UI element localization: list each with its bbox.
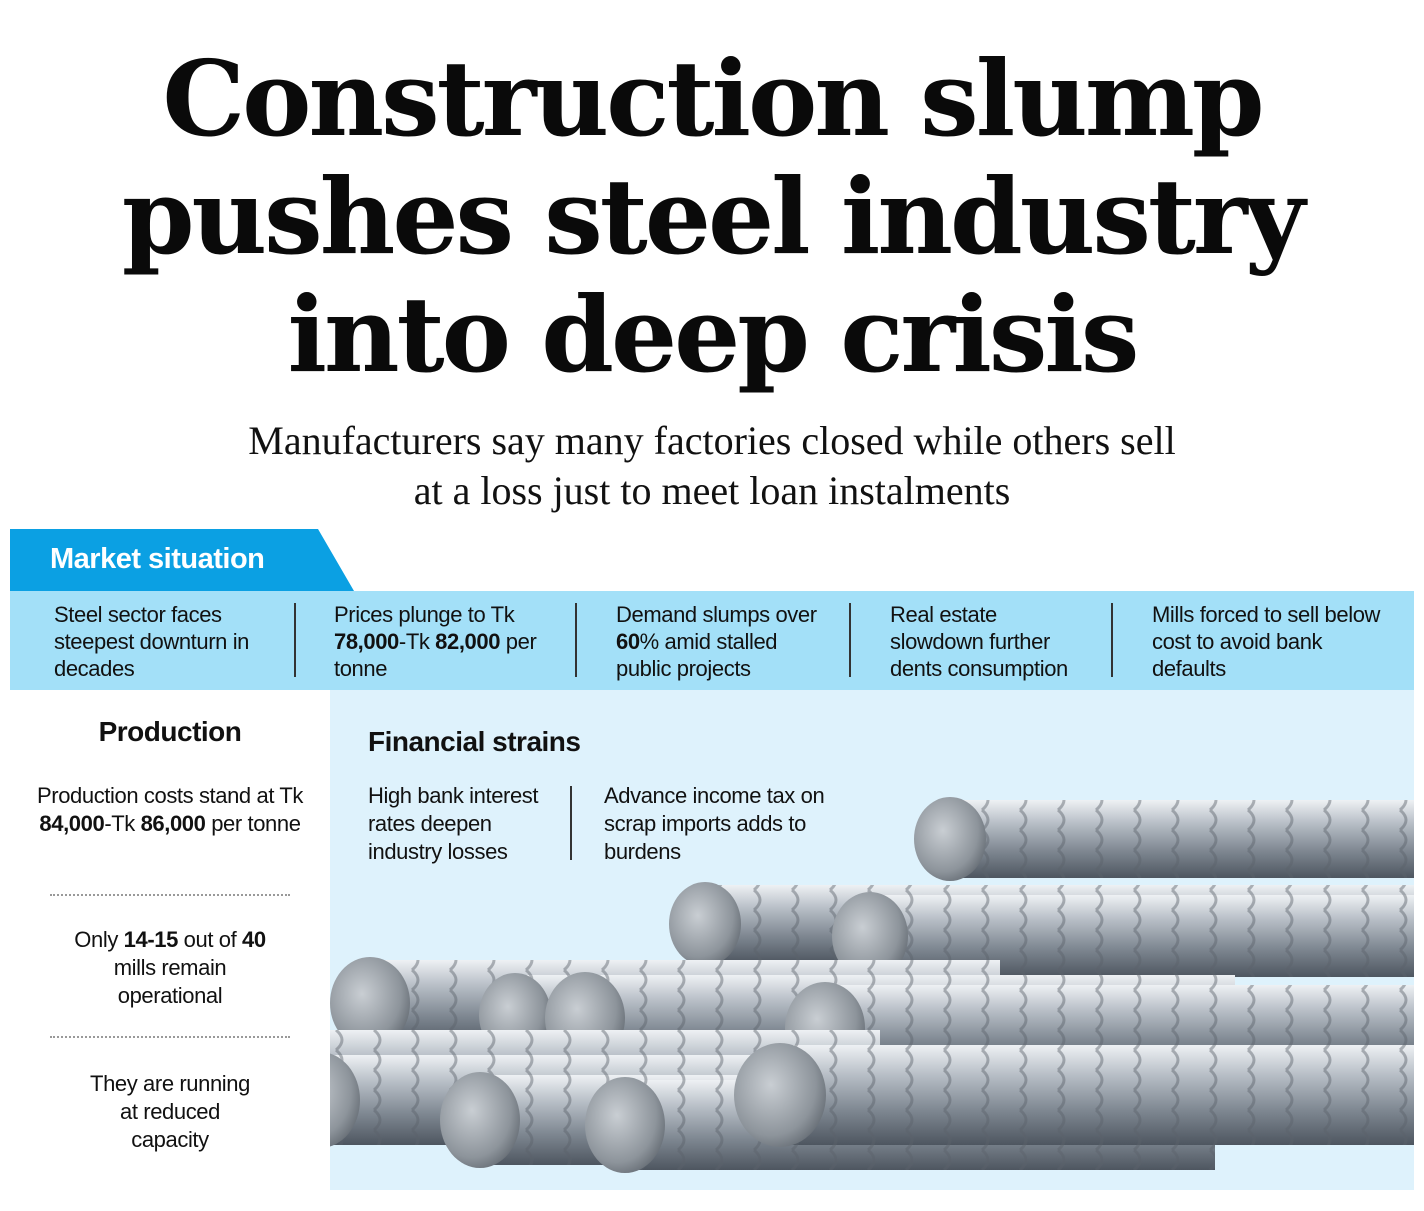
divider [575,603,577,677]
production-panel: Production Production costs stand at Tk … [10,690,330,1190]
production-bold: 40 [242,927,266,952]
production-text: mills remain operational [113,955,227,1008]
subheadline-line-1: Manufacturers say many factories closed … [248,418,1176,463]
market-item-downturn: Steel sector faces steepest downturn in … [54,601,274,681]
dotted-divider [50,894,290,896]
production-title: Production [98,716,242,747]
production-costs: Production costs stand at Tk 84,000-Tk 8… [20,782,320,838]
market-item-demand: Demand slumps over 60% amid stalled publ… [616,601,831,681]
subheadline-line-2: at a loss just to meet loan instalments [413,468,1011,513]
reduced-capacity: They are running at reduced capacity [90,1071,250,1152]
market-item-prices: Prices plunge to Tk 78,000-Tk 82,000 per… [334,601,554,681]
market-situation-label: Market situation [50,543,265,575]
market-situation-tab: Market situation [10,529,354,591]
production-text: -Tk [104,811,141,836]
subheadline: Manufacturers say many factories closed … [0,416,1424,516]
market-item-text: per tonne [334,629,537,681]
market-item-text: Prices plunge to Tk [334,602,515,627]
production-bold: 14-15 [123,927,179,952]
market-item-real-estate: Real estate slowdown further dents consu… [890,601,1095,681]
financial-strains-title: Financial strains [368,726,581,757]
production-text: Production costs stand at Tk [37,783,303,808]
production-text: out of [177,927,243,952]
market-item-mills: Mills forced to sell below cost to avoid… [1152,601,1392,681]
market-item-text: Steel sector faces steepest downturn in … [54,602,250,681]
market-item-text: Real estate slowdown further dents consu… [890,602,1068,681]
production-text: per tonne [205,811,301,836]
headline-line-2: pushes steel industry [121,155,1305,278]
market-item-text: Mills forced to sell below cost to avoid… [1152,602,1381,681]
headline-line-3: into deep crisis [287,273,1140,396]
financial-item-tax: Advance income tax on scrap imports adds… [604,783,825,864]
divider [570,786,572,860]
divider [294,603,296,677]
market-item-text: -Tk [398,629,436,654]
divider [849,603,851,677]
divider [1111,603,1113,677]
headline-line-1: Construction slump [162,37,1264,160]
market-item-text: % amid stalled public projects [616,629,778,681]
rebar-rod [734,1043,1414,1147]
production-bold: 86,000 [140,811,206,836]
dotted-divider [50,1036,290,1038]
market-situation-band: Steel sector faces steepest downturn in … [10,591,1414,690]
financial-strains-panel: Financial strains High bank interest rat… [330,690,1414,1190]
market-item-bold: 78,000 [334,629,399,654]
production-text: Only [74,927,124,952]
mills-operational: Only 14-15 out of 40 mills remain operat… [70,926,270,1010]
rebar-rod [914,797,1414,881]
market-item-bold: 60 [616,629,640,654]
market-item-bold: 82,000 [435,629,501,654]
production-bold: 84,000 [39,811,105,836]
headline: Construction slump pushes steel industry… [0,40,1424,394]
financial-item-interest: High bank interest rates deepen industry… [368,783,539,864]
steel-rebar-bundle-illustration [330,797,1414,1173]
market-item-text: Demand slumps over [616,602,817,627]
